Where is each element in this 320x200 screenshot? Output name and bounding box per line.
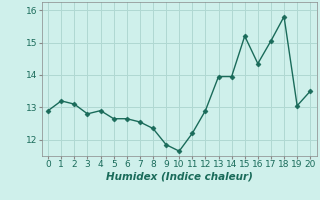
X-axis label: Humidex (Indice chaleur): Humidex (Indice chaleur): [106, 172, 252, 182]
